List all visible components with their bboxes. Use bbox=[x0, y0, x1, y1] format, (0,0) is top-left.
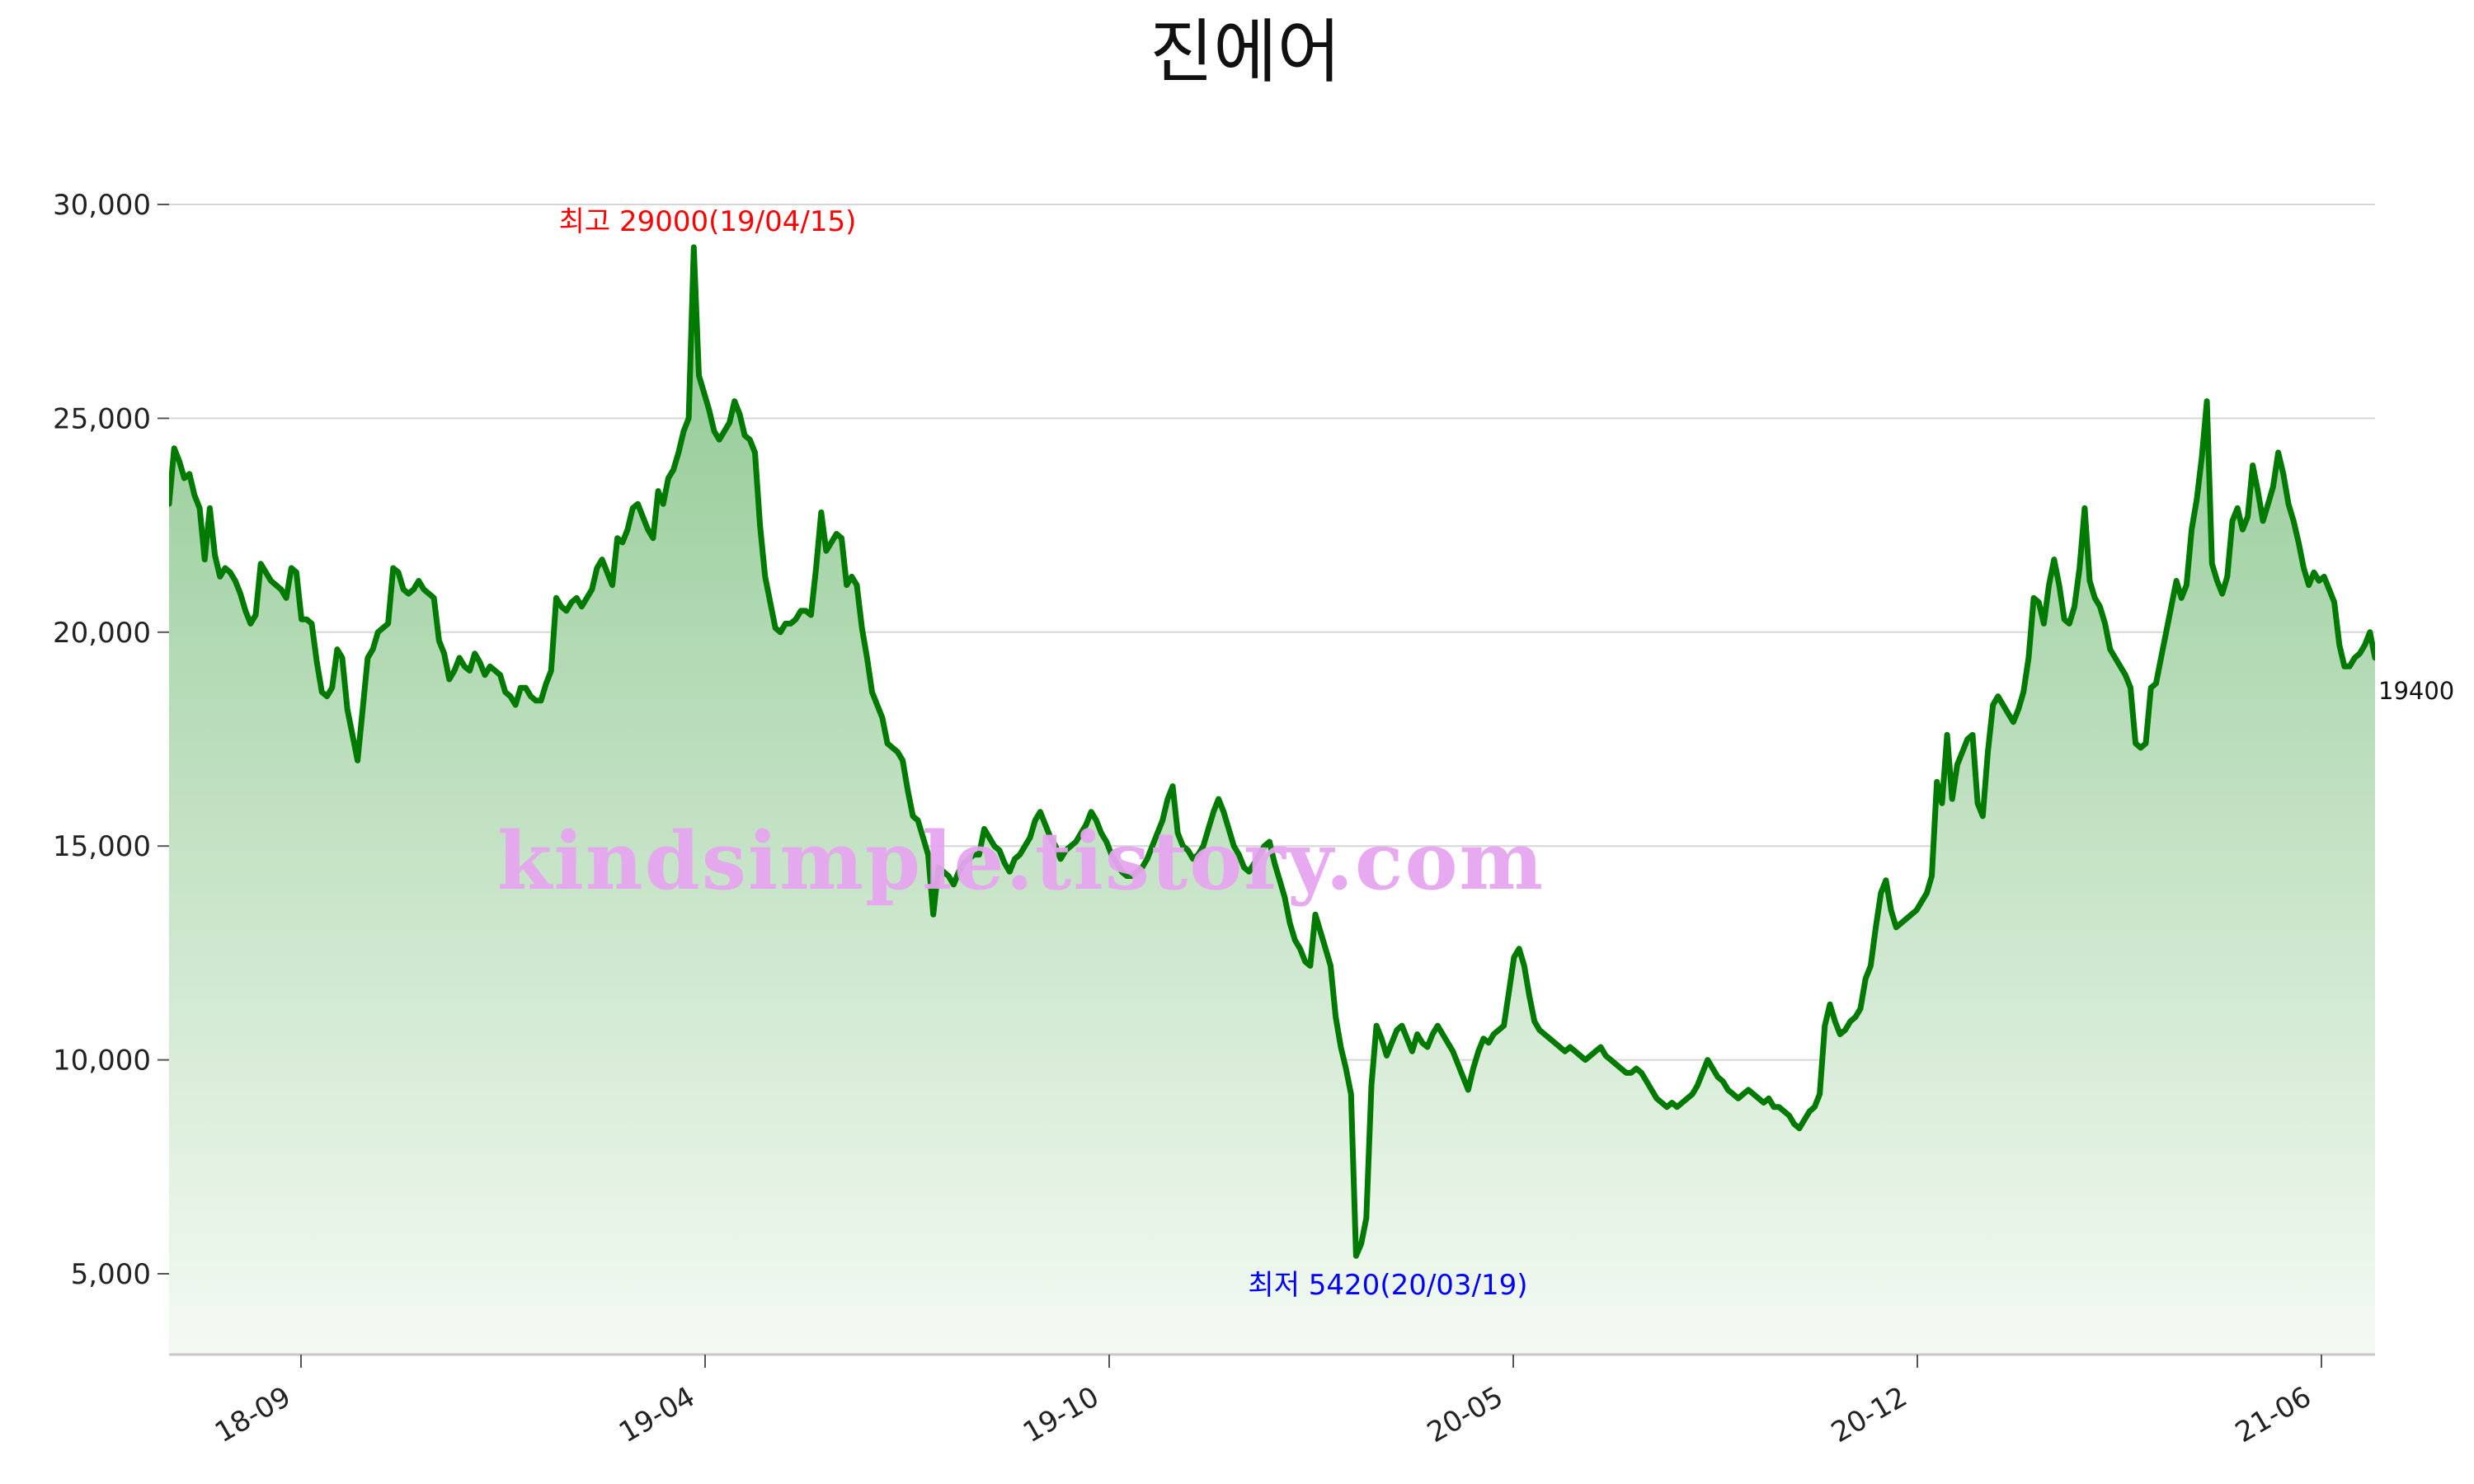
y-tick-label: 20,000 bbox=[53, 617, 151, 650]
x-axis-ticks: 18-09 19-04 19-10 20-05 20-12 21-06 bbox=[209, 1355, 2322, 1449]
price-area-fill bbox=[169, 247, 2375, 1355]
watermark-text: kindsimple.tistory.com bbox=[497, 815, 1545, 908]
x-tick-label: 20-12 bbox=[1826, 1380, 1913, 1449]
x-tick-label: 21-06 bbox=[2230, 1380, 2317, 1449]
y-tick-label: 30,000 bbox=[53, 189, 151, 222]
annotation-low: 최저 5420(20/03/19) bbox=[1248, 1269, 1527, 1302]
x-tick-label: 19-04 bbox=[614, 1380, 701, 1449]
price-line bbox=[169, 244, 2375, 1259]
y-tick-label: 5,000 bbox=[71, 1258, 151, 1291]
x-tick-label: 20-05 bbox=[1422, 1380, 1509, 1449]
y-tick-label: 15,000 bbox=[53, 830, 151, 863]
x-tick-label: 18-09 bbox=[209, 1380, 297, 1449]
annotation-high: 최고 29000(19/04/15) bbox=[559, 205, 857, 238]
chart-title: 진에어 bbox=[1150, 12, 1341, 92]
x-tick-label: 19-10 bbox=[1018, 1380, 1105, 1449]
y-tick-label: 10,000 bbox=[53, 1045, 151, 1078]
y-tick-label: 25,000 bbox=[53, 402, 151, 435]
annotation-last-value: 19400 bbox=[2378, 677, 2454, 705]
y-axis-ticks: 5,000 10,000 15,000 20,000 25,000 30,000 bbox=[53, 189, 169, 1291]
